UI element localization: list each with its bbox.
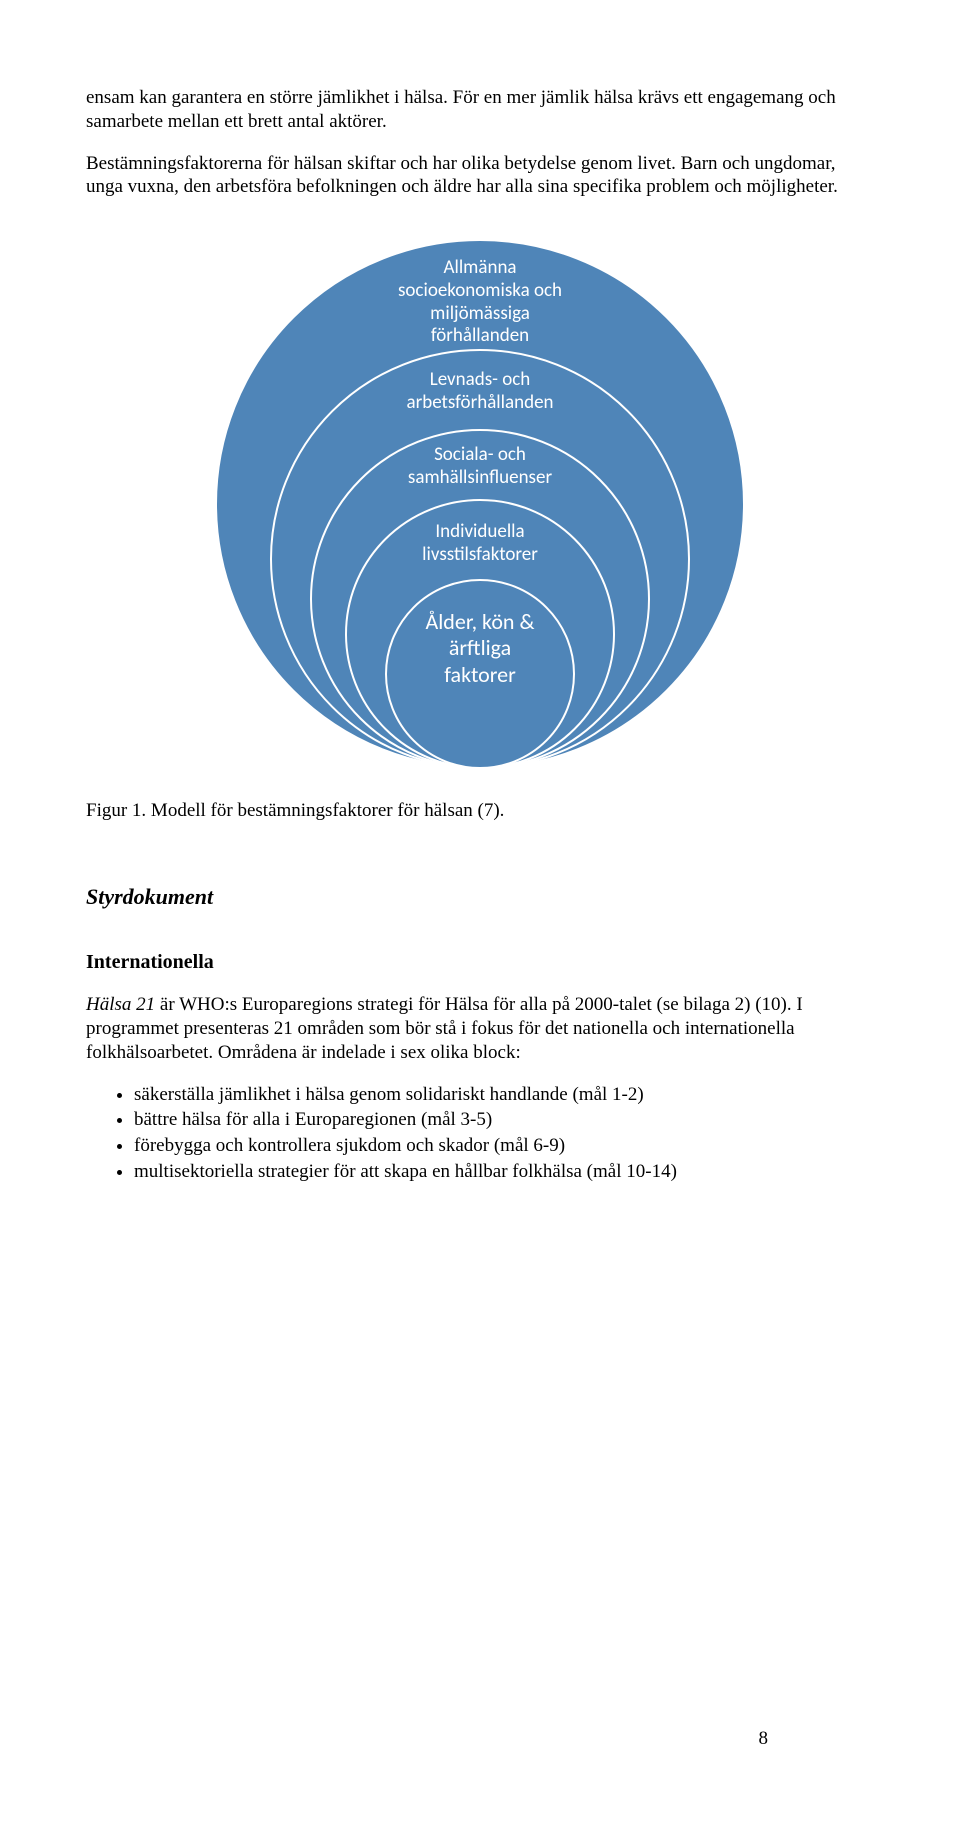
bullet-item-1: bättre hälsa för alla i Europaregionen (…: [134, 1108, 874, 1132]
figure-1-caption: Figur 1. Modell för bestämningsfaktorer …: [86, 799, 874, 823]
halsa-21-italic: Hälsa 21: [86, 994, 155, 1015]
section-heading-styrdokument: Styrdokument: [86, 883, 874, 911]
diagram-ring-label-2: Sociala- ochsamhällsinfluenser: [215, 444, 745, 490]
subsection-heading-internationella: Internationella: [86, 950, 874, 975]
paragraph-3-rest: är WHO:s Europaregions strategi för Häls…: [86, 994, 803, 1063]
bullet-item-3: multisektoriella strategier för att skap…: [134, 1160, 874, 1184]
block-bullet-list: säkerställa jämlikhet i hälsa genom soli…: [86, 1083, 874, 1184]
bullet-item-2: förebygga och kontrollera sjukdom och sk…: [134, 1134, 874, 1158]
diagram-ring-label-4: Ålder, kön &ärftligafaktorer: [215, 609, 745, 688]
diagram-ring-label-3: Individuellalivsstilsfaktorer: [215, 521, 745, 567]
paragraph-3: Hälsa 21 är WHO:s Europaregions strategi…: [86, 993, 874, 1064]
diagram-ring-label-1: Levnads- ocharbetsförhållanden: [215, 369, 745, 415]
figure-1: Allmännasocioekonomiska ochmiljömässigaf…: [86, 239, 874, 769]
diagram-ring-label-0: Allmännasocioekonomiska ochmiljömässigaf…: [215, 257, 745, 348]
paragraph-1: ensam kan garantera en större jämlikhet …: [86, 86, 874, 134]
nested-circle-diagram: Allmännasocioekonomiska ochmiljömässigaf…: [215, 239, 745, 769]
bullet-item-0: säkerställa jämlikhet i hälsa genom soli…: [134, 1083, 874, 1107]
paragraph-2: Bestämningsfaktorerna för hälsan skiftar…: [86, 152, 874, 200]
page-number: 8: [759, 1727, 769, 1751]
